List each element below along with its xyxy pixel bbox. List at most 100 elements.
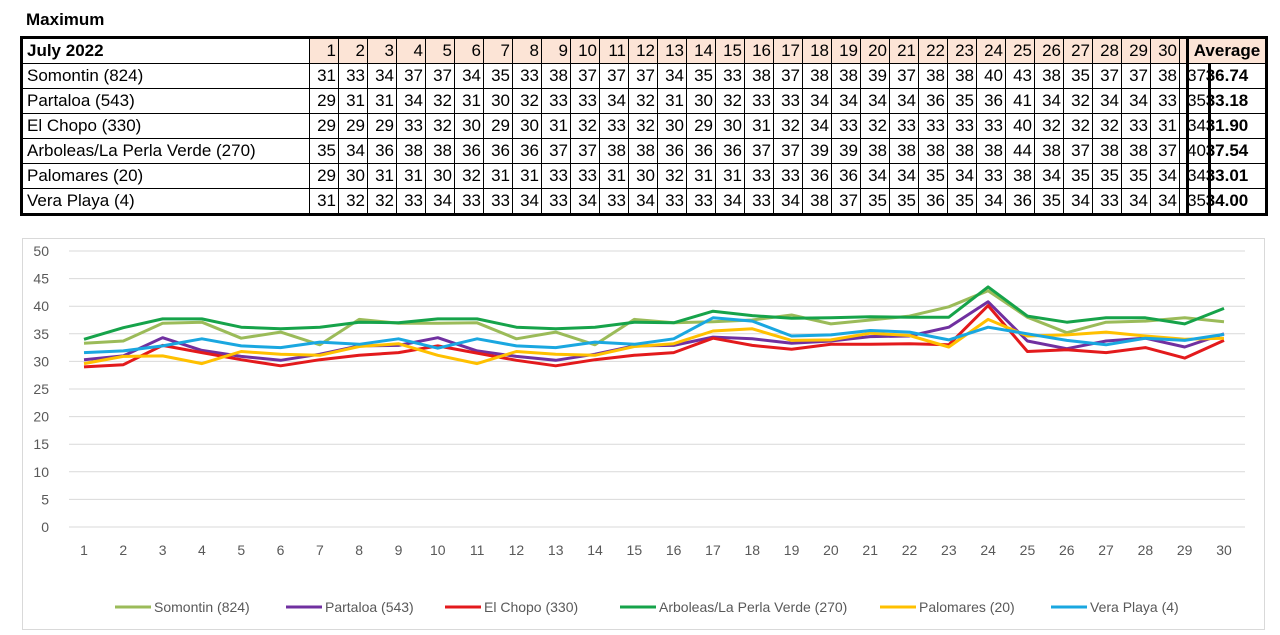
x-tick-label: 19 [784,542,800,558]
temperature-cell: 33 [338,63,368,89]
temperature-cell: 34 [338,138,368,164]
y-tick-label: 10 [33,464,49,480]
temperature-cell: 37 [831,188,861,215]
average-value: 33.01 [1187,163,1267,189]
legend-label: Palomares (20) [919,599,1015,615]
temperature-cell: 35 [947,188,977,215]
average-row: 31.90 [1187,113,1267,139]
x-tick-label: 8 [355,542,363,558]
day-header: 8 [512,37,542,64]
temperature-cell: 34 [367,63,397,89]
temperature-cell: 31 [367,163,397,189]
y-tick-label: 35 [33,326,49,342]
temperature-cell: 38 [1034,63,1064,89]
day-header: 29 [1121,37,1151,64]
temperature-cell: 34 [1150,188,1180,215]
temperature-cell: 35 [889,188,919,215]
y-tick-label: 40 [33,298,49,314]
temperature-cell: 33 [1150,88,1180,114]
temperature-cell: 31 [483,163,513,189]
temperature-cell: 30 [483,88,513,114]
x-tick-label: 9 [395,542,403,558]
temperature-cell: 38 [976,138,1006,164]
temperature-cell: 33 [1092,188,1122,215]
day-header: 24 [976,37,1006,64]
temperature-cell: 31 [338,88,368,114]
temperature-cell: 38 [1150,63,1180,89]
temperature-cell: 32 [570,113,600,139]
station-name: Partaloa (543) [21,88,310,114]
temperature-cell: 37 [1150,138,1180,164]
temperature-cell: 33 [512,63,542,89]
temperature-cell: 33 [686,188,716,215]
temperature-cell: 29 [367,113,397,139]
temperature-cell: 38 [744,63,774,89]
temperature-cell: 33 [541,163,571,189]
x-tick-label: 4 [198,542,206,558]
day-header: 15 [715,37,745,64]
temperature-cell: 38 [860,138,890,164]
average-row: 33.01 [1187,163,1267,189]
table-header-row: July 2022 1 2 3 4 5 6 7 8 9 10 11 12 13 14 15 16 17 18 19 20… [21,37,1210,64]
temperature-cell: 30 [454,113,484,139]
temperature-cell: 34 [1121,88,1151,114]
temperature-cell: 37 [541,138,571,164]
temperature-cell: 30 [425,163,455,189]
temperature-cell: 34 [1063,188,1093,215]
temperature-cell: 31 [512,163,542,189]
temperature-cell: 41 [1005,88,1035,114]
x-tick-label: 29 [1177,542,1193,558]
temperature-cell: 34 [831,88,861,114]
y-tick-label: 50 [33,243,49,259]
day-header: 10 [570,37,600,64]
temperature-cell: 38 [1121,138,1151,164]
legend-label: Vera Playa (4) [1090,599,1179,615]
temperature-cell: 32 [628,88,658,114]
y-tick-label: 45 [33,271,49,287]
x-tick-label: 12 [509,542,525,558]
day-header: 26 [1034,37,1064,64]
temperature-cell: 33 [773,163,803,189]
temperature-cell: 32 [425,113,455,139]
x-tick-label: 21 [862,542,878,558]
temperature-cell: 29 [309,163,339,189]
y-tick-label: 25 [33,381,49,397]
y-tick-label: 5 [41,491,49,507]
temperature-cell: 33 [744,188,774,215]
y-tick-label: 20 [33,409,49,425]
table-row: Palomares (20) 29 30 31 31 30 32 31 31 33 33 31 30 32… [21,163,1210,189]
day-header: 11 [599,37,629,64]
day-header: 19 [831,37,861,64]
temperature-cell: 34 [976,188,1006,215]
temperature-cell: 31 [599,163,629,189]
temperature-cell: 36 [1005,188,1035,215]
x-tick-label: 25 [1020,542,1036,558]
station-name: Arboleas/La Perla Verde (270) [21,138,310,164]
temperature-cell: 38 [947,138,977,164]
temperature-cell: 33 [947,113,977,139]
temperature-cell: 38 [1034,138,1064,164]
temperature-cell: 35 [860,188,890,215]
temperature-cell: 33 [1121,113,1151,139]
temperature-cell: 36 [454,138,484,164]
legend-label: Arboleas/La Perla Verde (270) [659,599,847,615]
x-tick-label: 18 [744,542,760,558]
temperature-cell: 34 [1034,88,1064,114]
temperature-cell: 37 [1063,138,1093,164]
day-header: 18 [802,37,832,64]
x-tick-label: 22 [902,542,918,558]
temperature-cell: 37 [773,138,803,164]
temperature-cell: 37 [1121,63,1151,89]
temperature-cell: 30 [512,113,542,139]
temperature-cell: 40 [976,63,1006,89]
day-header: 6 [454,37,484,64]
temperature-cell: 30 [657,113,687,139]
temperature-cell: 34 [1150,163,1180,189]
temperature-table: July 2022 1 2 3 4 5 6 7 8 9 10 11 12 13 14 15 16 17 18 19 20… [20,36,1211,216]
day-header: 21 [889,37,919,64]
temperature-cell: 32 [512,88,542,114]
temperature-cell: 34 [512,188,542,215]
temperature-cell: 38 [831,63,861,89]
day-header: 1 [309,37,339,64]
day-header: 7 [483,37,513,64]
